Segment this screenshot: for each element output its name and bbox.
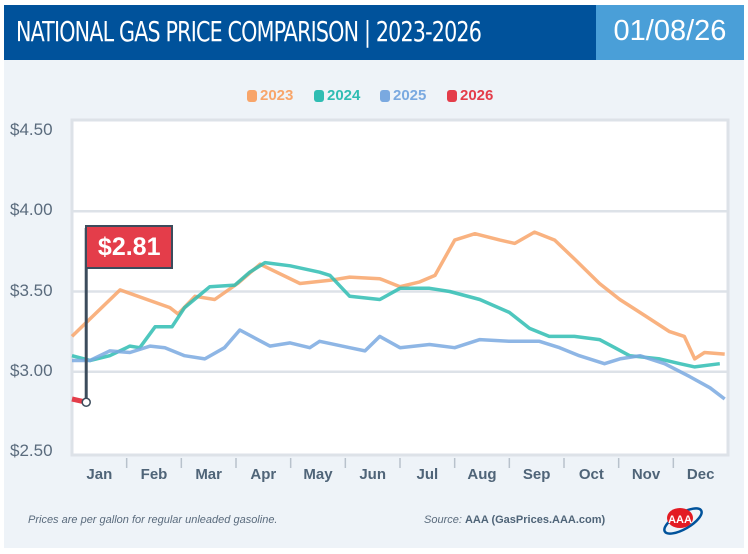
header-bar: NATIONAL GAS PRICE COMPARISON | 2023-202… — [4, 5, 596, 60]
legend-item-2025: 2025 — [380, 87, 426, 104]
legend-swatch — [247, 89, 257, 102]
legend-swatch — [447, 89, 457, 102]
x-tick-label: Sep — [522, 466, 551, 483]
x-tick-label: May — [303, 466, 333, 483]
x-tick-label: Jul — [416, 466, 439, 483]
x-tick-label: Apr — [250, 466, 277, 483]
y-tick-label: $3.50 — [10, 280, 53, 300]
legend-label: 2026 — [460, 87, 494, 104]
legend-item-2026: 2026 — [447, 87, 493, 104]
x-tick-label: Feb — [140, 466, 168, 483]
date-box: 01/08/26 — [596, 5, 744, 60]
y-tick-label: $4.50 — [10, 120, 53, 139]
x-tick-label: Jan — [86, 466, 113, 483]
legend-swatch — [314, 89, 324, 102]
legend-label: 2025 — [393, 87, 427, 104]
x-tick-label: Nov — [631, 466, 661, 483]
series-line-2024 — [71, 260, 721, 369]
source-text: AAA (GasPrices.AAA.com) — [464, 514, 606, 526]
x-tick-label: Mar — [195, 466, 222, 483]
x-tick-label: Dec — [686, 466, 715, 483]
y-tick-label: $2.50 — [10, 441, 53, 460]
current-price-marker — [81, 397, 91, 407]
y-tick-label: $3.00 — [10, 360, 53, 380]
x-tick-label: Oct — [578, 466, 604, 483]
date-label: 01/08/26 — [613, 15, 727, 47]
legend-label: 2024 — [327, 87, 361, 104]
aaa-logo: AAA — [663, 507, 703, 535]
series-line-2025 — [72, 328, 726, 401]
x-tick-label: Jun — [359, 466, 386, 483]
legend-item-2024: 2024 — [314, 87, 360, 104]
footnote: Prices are per gallon for regular unlead… — [28, 514, 278, 526]
x-tick-label: Aug — [467, 466, 497, 483]
legend-swatch — [380, 89, 390, 102]
chart-title: NATIONAL GAS PRICE COMPARISON | 2023-202… — [16, 15, 482, 48]
y-tick-label: $4.00 — [10, 200, 53, 220]
legend-item-2023: 2023 — [247, 87, 293, 104]
svg-text:AAA: AAA — [668, 514, 692, 526]
source-note: Source: AAA (GasPrices.AAA.com) — [424, 514, 605, 526]
source-prefix: Source: — [424, 514, 462, 526]
series-line-2023 — [70, 230, 725, 361]
current-price-flag: $2.81 — [85, 225, 174, 269]
legend-label: 2023 — [260, 87, 294, 104]
